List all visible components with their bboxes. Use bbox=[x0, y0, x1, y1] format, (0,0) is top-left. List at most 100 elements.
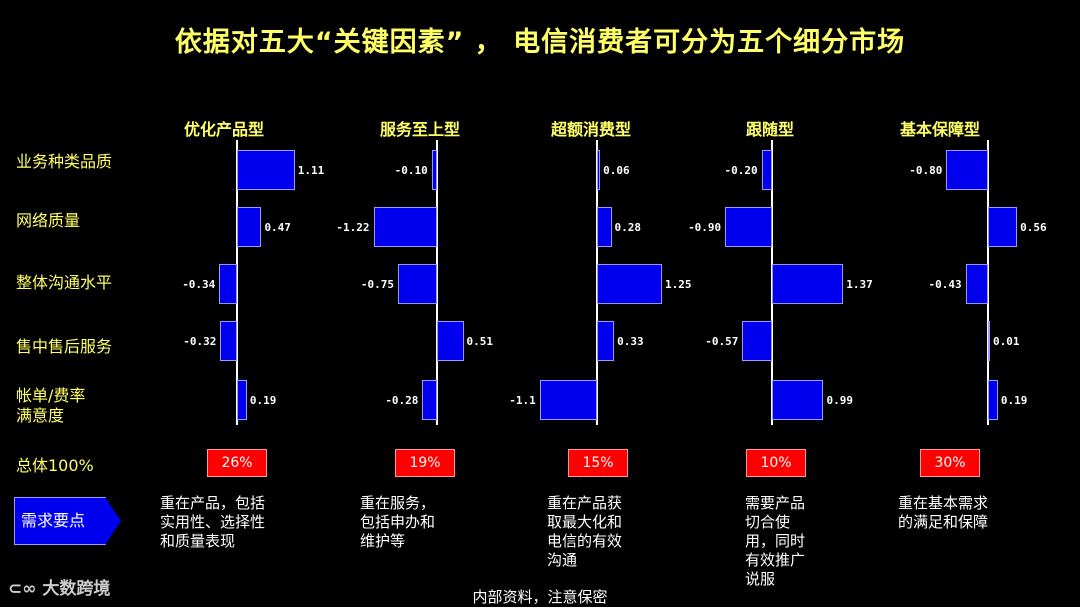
bar bbox=[398, 264, 437, 304]
data-label: -0.75 bbox=[360, 278, 394, 291]
segment-title: 优化产品型 bbox=[183, 120, 265, 139]
data-label: -0.28 bbox=[385, 394, 419, 407]
data-label: 1.37 bbox=[846, 278, 873, 291]
bar bbox=[597, 207, 612, 247]
bar bbox=[422, 380, 437, 420]
segment-note-line: 需要产品 bbox=[745, 494, 806, 512]
segment-note: 重在基本需求 的满足和保障 bbox=[898, 494, 988, 532]
share-badge: 10% bbox=[746, 449, 806, 477]
data-label: 0.06 bbox=[603, 164, 630, 177]
bar bbox=[597, 264, 662, 304]
bar bbox=[220, 321, 237, 361]
data-label: -0.10 bbox=[394, 164, 428, 177]
segment-title: 服务至上型 bbox=[379, 120, 461, 139]
data-label: -0.20 bbox=[724, 164, 758, 177]
segment-note-line: 取最大化和 bbox=[547, 513, 623, 531]
row-label-line: 售中售后服务 bbox=[16, 337, 113, 356]
segment-note-line: 重在服务， bbox=[360, 494, 436, 512]
segment-title: 超额消费型 bbox=[550, 120, 632, 139]
segment-note-line: 重在基本需求 bbox=[898, 494, 989, 512]
row-label: 整体沟通水平 bbox=[16, 273, 112, 293]
watermark-text: 大数跨境 bbox=[42, 579, 111, 599]
row-label-line: 满意度 bbox=[16, 406, 65, 425]
data-label: -0.32 bbox=[183, 335, 217, 348]
bar bbox=[373, 207, 437, 247]
row-label: 帐单/费率 满意度 bbox=[16, 386, 85, 426]
bar bbox=[772, 264, 844, 304]
segment-note-line: 维护等 bbox=[360, 532, 406, 550]
data-label: 0.47 bbox=[264, 221, 291, 234]
segment-note-line: 实用性、选择性 bbox=[160, 513, 266, 531]
data-label: 1.11 bbox=[297, 164, 325, 177]
row-label-line: 网络质量 bbox=[16, 211, 81, 230]
footer-note: 内部资料，注意保密 bbox=[472, 588, 608, 606]
data-label: 0.01 bbox=[993, 335, 1020, 348]
row-label: 售中售后服务 bbox=[16, 337, 112, 357]
segment-note-line: 重在产品，包括 bbox=[160, 494, 266, 512]
bar bbox=[761, 150, 772, 190]
segment-note-line: 用，同时 bbox=[745, 532, 806, 550]
data-label: 1.25 bbox=[665, 278, 692, 291]
data-label: -1.22 bbox=[336, 221, 370, 234]
segment-title: 跟随型 bbox=[745, 120, 795, 139]
bar bbox=[988, 321, 990, 361]
share-badge: 19% bbox=[395, 449, 455, 477]
segment-note-line: 重在产品获 bbox=[547, 494, 623, 512]
key-points-arrow-icon bbox=[105, 497, 121, 545]
page-title: 依据对五大“关键因素” ， 电信消费者可分为五个细分市场 bbox=[174, 27, 906, 58]
bar bbox=[237, 207, 262, 247]
data-label: 0.33 bbox=[617, 335, 644, 348]
total-label: 总体100% bbox=[16, 456, 94, 475]
row-label-line: 业务种类品质 bbox=[16, 152, 113, 171]
bar bbox=[742, 321, 772, 361]
data-label: -0.34 bbox=[182, 278, 216, 291]
segment-note: 重在产品获 取最大化和 电信的有效 沟通 bbox=[547, 494, 622, 570]
bar bbox=[946, 150, 988, 190]
bar bbox=[597, 321, 615, 361]
key-points-label: 需求要点 bbox=[14, 497, 106, 545]
bar bbox=[437, 321, 464, 361]
data-label: -1.1 bbox=[509, 394, 536, 407]
bar bbox=[965, 264, 988, 304]
zero-axis bbox=[436, 140, 438, 425]
segment-note: 需要产品 切合使 用，同时 有效推广 说服 bbox=[745, 494, 805, 589]
row-label: 业务种类品质 bbox=[16, 152, 112, 172]
bar bbox=[597, 150, 601, 190]
data-label: 0.51 bbox=[466, 335, 494, 348]
row-label-line: 整体沟通水平 bbox=[16, 273, 113, 292]
segment-note-line: 切合使 bbox=[745, 513, 791, 531]
zero-axis bbox=[236, 140, 238, 425]
data-label: 0.99 bbox=[826, 394, 853, 407]
row-label-line: 帐单/费率 bbox=[16, 386, 86, 405]
bar bbox=[725, 207, 772, 247]
share-badge: 30% bbox=[920, 449, 980, 477]
segment-note-line: 的满足和保障 bbox=[898, 513, 989, 531]
share-badge: 26% bbox=[207, 449, 267, 477]
data-label: 0.56 bbox=[1020, 221, 1047, 234]
share-badge: 15% bbox=[568, 449, 628, 477]
bar bbox=[988, 207, 1018, 247]
data-label: 0.19 bbox=[1000, 394, 1028, 407]
bar bbox=[431, 150, 437, 190]
bar bbox=[219, 264, 237, 304]
segment-note-line: 沟通 bbox=[547, 551, 578, 569]
bar bbox=[237, 150, 295, 190]
zero-axis bbox=[987, 140, 989, 425]
bar bbox=[539, 380, 597, 420]
watermark: ⊂∞ 大数跨境 bbox=[8, 574, 110, 599]
segment-note: 重在产品，包括 实用性、选择性 和质量表现 bbox=[160, 494, 265, 551]
segment-note-line: 电信的有效 bbox=[547, 532, 623, 550]
data-label: -0.43 bbox=[928, 278, 962, 291]
segment-note-line: 包括申办和 bbox=[360, 513, 436, 531]
segment-note: 重在服务， 包括申办和 维护等 bbox=[360, 494, 435, 551]
segment-note-line: 和质量表现 bbox=[160, 532, 236, 550]
segment-title: 基本保障型 bbox=[899, 120, 981, 139]
bar bbox=[988, 380, 998, 420]
watermark-logo-icon: ⊂∞ bbox=[8, 579, 43, 599]
bar bbox=[772, 380, 824, 420]
segment-note-line: 有效推广 bbox=[745, 551, 806, 569]
data-label: 0.28 bbox=[614, 221, 642, 234]
data-label: 0.19 bbox=[249, 394, 277, 407]
segment-note-line: 说服 bbox=[745, 570, 776, 588]
bar bbox=[237, 380, 247, 420]
